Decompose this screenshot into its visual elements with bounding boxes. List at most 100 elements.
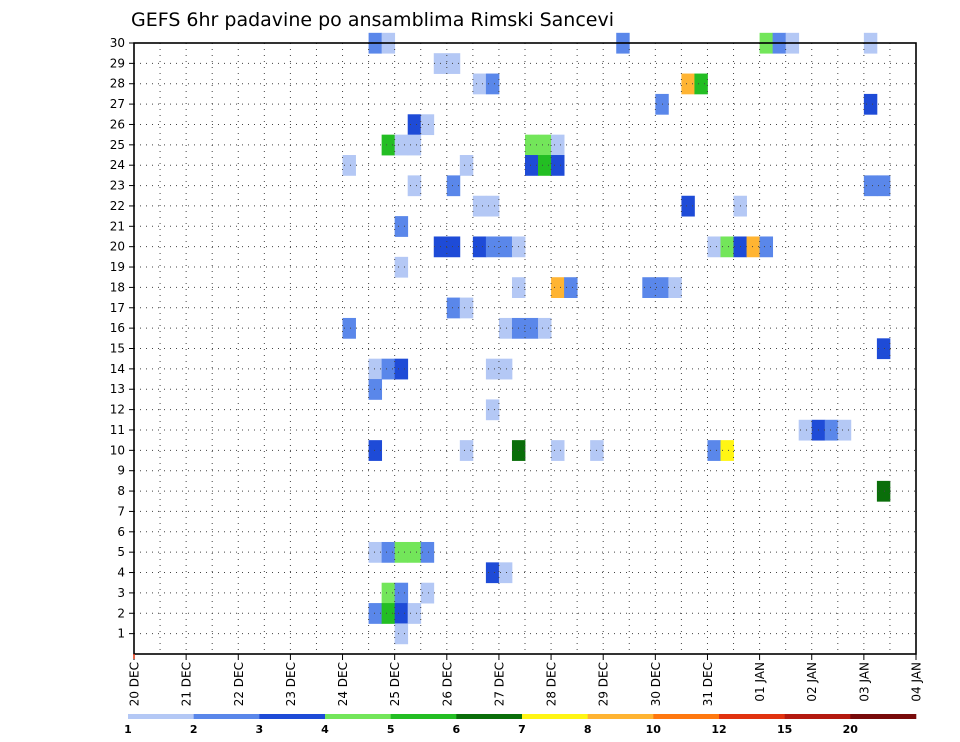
x-axis: 20 DEC 21 DEC 22 DEC 23 DEC 24 DEC 25 DEC 26 D… xyxy=(128,654,924,706)
cell-m18-s41 xyxy=(668,277,682,298)
cell-m29-s24 xyxy=(446,53,461,74)
x-tick-9: 29 DEC xyxy=(597,662,611,706)
x-tick-13: 02 JAN xyxy=(805,662,819,702)
y-tick-5: 5 xyxy=(117,545,125,559)
cell-m4-s27 xyxy=(485,562,500,584)
cell-m26-s21 xyxy=(407,114,422,136)
colorbar-label-7: 7 xyxy=(518,723,526,736)
cell-m23-s24 xyxy=(446,175,461,197)
cell-m24-s16 xyxy=(342,155,356,176)
cell-m17-s24 xyxy=(446,297,461,319)
x-tick-10: 30 DEC xyxy=(649,662,663,706)
cell-m25-s19 xyxy=(381,134,396,156)
y-tick-9: 9 xyxy=(117,464,125,478)
y-tick-21: 21 xyxy=(110,219,125,233)
cell-m13-s18 xyxy=(368,379,383,400)
cell-m20-s24 xyxy=(446,236,461,258)
cell-m18-s33 xyxy=(564,277,578,298)
colorbar-swatch-3 xyxy=(259,714,326,719)
cell-m15-s57 xyxy=(876,338,891,360)
x-tick-8: 28 DEC xyxy=(545,662,559,706)
cell-m14-s18 xyxy=(368,358,383,380)
cell-m5-s18 xyxy=(368,541,383,563)
x-tick-6: 26 DEC xyxy=(440,662,454,706)
cell-m5-s20 xyxy=(394,541,409,563)
cell-m2-s18 xyxy=(368,603,383,624)
cell-m20-s44 xyxy=(707,236,721,258)
y-tick-19: 19 xyxy=(110,260,125,274)
colorbar-label-8: 8 xyxy=(584,723,592,736)
colorbar-label-2: 2 xyxy=(190,723,198,736)
cell-m4-s28 xyxy=(498,562,513,584)
colorbar-swatch-4 xyxy=(325,714,391,719)
cell-m25-s31 xyxy=(538,134,552,156)
cell-m1-s20 xyxy=(394,623,409,645)
y-tick-12: 12 xyxy=(110,403,125,417)
colorbar-label-12: 12 xyxy=(711,723,726,736)
y-tick-15: 15 xyxy=(110,342,125,356)
y-tick-26: 26 xyxy=(110,117,125,131)
colorbar-label-20: 20 xyxy=(843,723,859,736)
y-tick-28: 28 xyxy=(110,77,125,91)
y-tick-4: 4 xyxy=(117,566,125,580)
cell-m12-s27 xyxy=(485,399,500,421)
cell-m2-s20 xyxy=(394,603,409,624)
cell-m18-s32 xyxy=(551,277,565,298)
y-tick-18: 18 xyxy=(110,280,125,294)
cell-m16-s30 xyxy=(525,317,539,339)
colorbar-label-4: 4 xyxy=(321,723,329,736)
cell-m3-s22 xyxy=(420,582,435,604)
cell-m14-s27 xyxy=(485,358,500,380)
cell-m3-s20 xyxy=(394,582,409,604)
cell-m16-s31 xyxy=(538,317,552,339)
colorbar-label-5: 5 xyxy=(387,723,395,736)
cell-m20-s45 xyxy=(720,236,734,258)
x-tick-12: 01 JAN xyxy=(753,662,767,702)
cell-m10-s44 xyxy=(707,440,721,461)
colorbar-swatch-1 xyxy=(128,714,194,719)
cell-m8-s57 xyxy=(876,480,891,502)
y-tick-27: 27 xyxy=(110,97,125,111)
y-tick-7: 7 xyxy=(117,504,125,518)
cell-m14-s19 xyxy=(381,358,396,380)
cell-m10-s45 xyxy=(720,440,734,461)
x-tick-4: 24 DEC xyxy=(336,662,350,706)
cell-m24-s32 xyxy=(551,155,565,176)
cell-m20-s47 xyxy=(746,236,760,258)
cells-layer xyxy=(342,32,891,645)
colorbar-swatch-11 xyxy=(784,714,851,719)
cell-m10-s25 xyxy=(459,440,474,461)
cell-m24-s30 xyxy=(525,155,539,176)
cell-m28-s42 xyxy=(681,73,695,95)
x-tick-2: 22 DEC xyxy=(232,662,246,706)
cell-m20-s28 xyxy=(498,236,513,258)
cell-m16-s28 xyxy=(498,317,513,339)
x-tick-14: 03 JAN xyxy=(857,662,871,702)
y-tick-3: 3 xyxy=(117,586,125,600)
cell-m23-s56 xyxy=(863,175,878,197)
x-tick-5: 25 DEC xyxy=(388,662,402,706)
colorbar-swatch-9 xyxy=(653,714,720,719)
y-tick-16: 16 xyxy=(110,321,125,335)
x-tick-15: 04 JAN xyxy=(910,662,924,702)
colorbar-swatch-5 xyxy=(390,714,457,719)
cell-m23-s21 xyxy=(407,175,422,197)
y-tick-1: 1 xyxy=(117,627,125,641)
cell-m17-s25 xyxy=(459,297,474,319)
cell-m2-s21 xyxy=(407,603,422,624)
cell-m14-s28 xyxy=(498,358,513,380)
colorbar-swatch-8 xyxy=(587,714,654,719)
cell-m22-s26 xyxy=(472,195,487,217)
y-tick-14: 14 xyxy=(110,362,125,376)
cell-m22-s27 xyxy=(485,195,500,217)
colorbar: 1 2 3 4 5 6 7 8 10 12 15 20 xyxy=(124,714,917,736)
cell-m23-s57 xyxy=(876,175,891,197)
colorbar-swatch-12 xyxy=(850,714,917,719)
y-tick-23: 23 xyxy=(110,179,125,193)
y-tick-22: 22 xyxy=(110,199,125,213)
cell-m2-s19 xyxy=(381,603,396,624)
cell-m25-s20 xyxy=(394,134,409,156)
colorbar-label-10: 10 xyxy=(646,723,662,736)
y-tick-13: 13 xyxy=(110,382,125,396)
